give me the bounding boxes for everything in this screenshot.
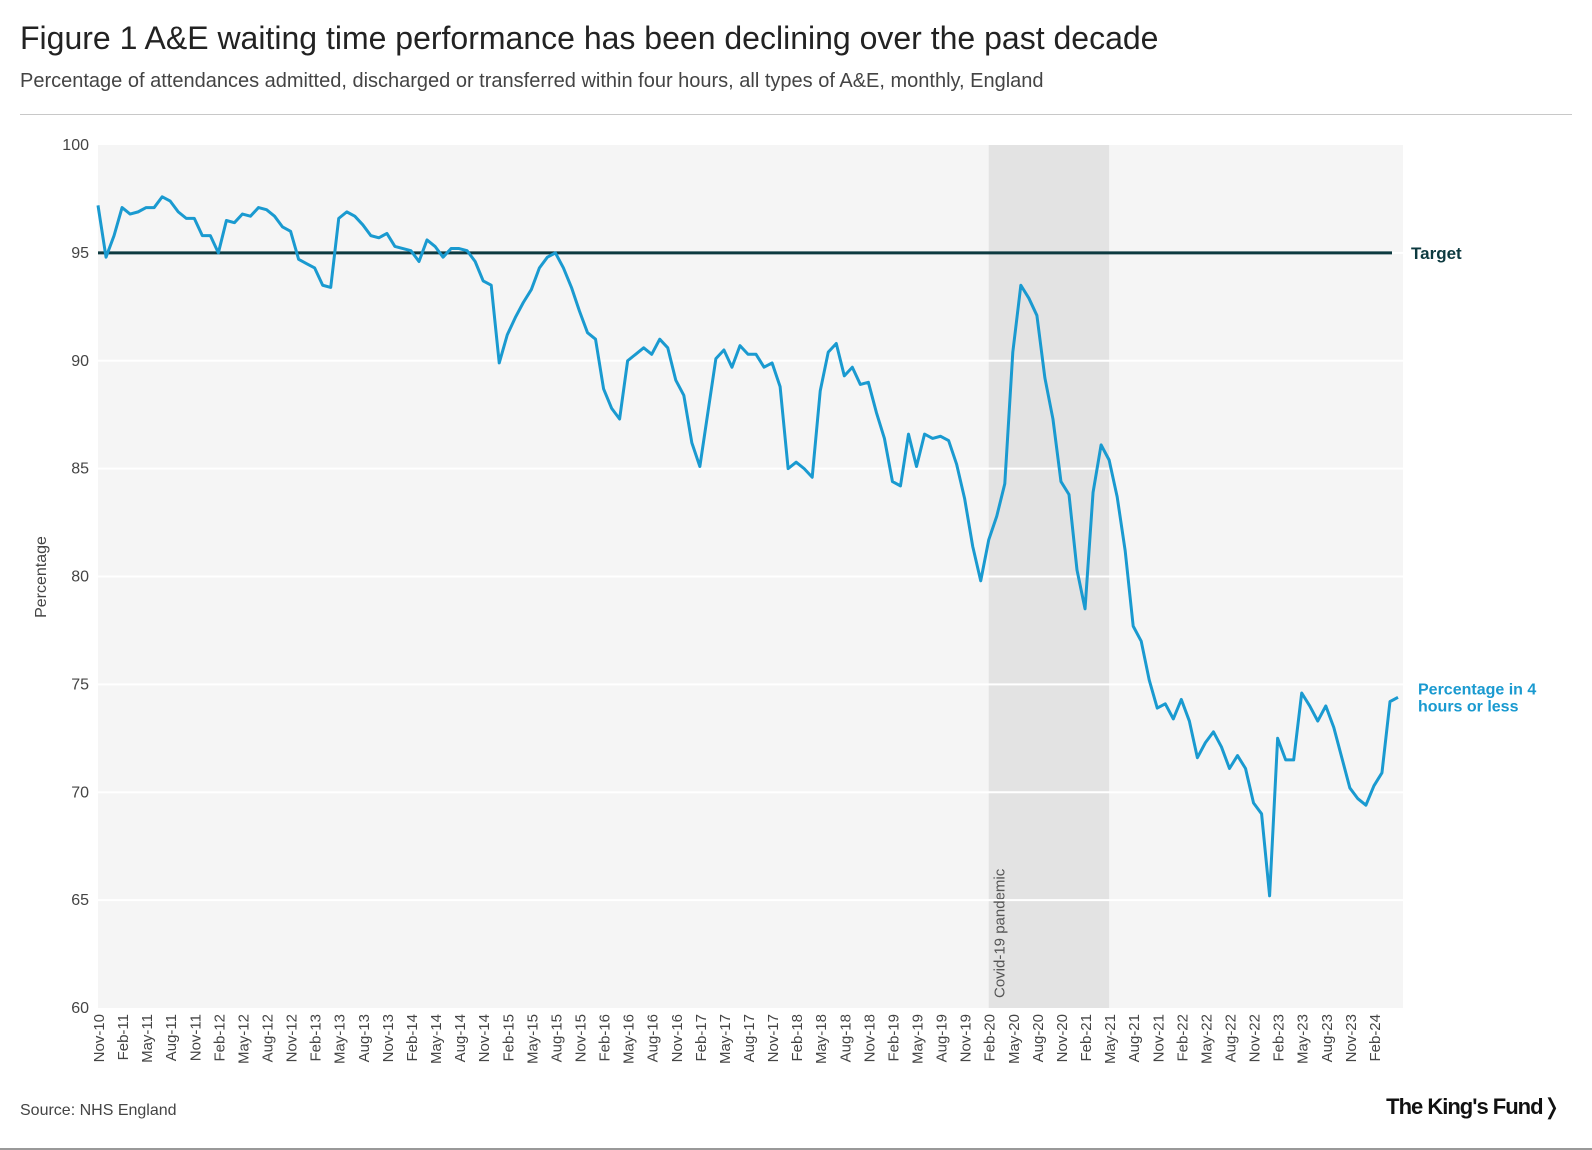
- x-tick-label: May-17: [717, 1014, 734, 1064]
- x-tick-label: Nov-18: [861, 1014, 878, 1062]
- y-tick-label: 85: [71, 461, 89, 478]
- x-tick-label: Feb-16: [597, 1014, 614, 1062]
- x-tick-label: Nov-20: [1054, 1014, 1071, 1062]
- x-tick-label: Feb-22: [1174, 1014, 1191, 1062]
- x-tick-label: Nov-22: [1247, 1014, 1264, 1062]
- x-tick-label: Feb-12: [211, 1014, 228, 1062]
- x-tick-label: Aug-19: [934, 1014, 951, 1062]
- x-tick-label: Feb-21: [1078, 1014, 1095, 1062]
- y-axis-label: Percentage: [33, 536, 50, 618]
- x-tick-label: Feb-15: [500, 1014, 517, 1062]
- x-tick-label: Feb-13: [308, 1014, 325, 1062]
- gridlines: [98, 251, 1403, 902]
- x-tick-label: May-19: [910, 1014, 927, 1064]
- x-tick-label: May-22: [1198, 1014, 1215, 1064]
- x-tick-label: May-11: [139, 1014, 156, 1063]
- x-tick-label: Aug-22: [1222, 1014, 1239, 1062]
- x-tick-label: Aug-12: [260, 1014, 277, 1062]
- x-tick-label: Aug-17: [741, 1014, 758, 1062]
- x-tick-label: Nov-19: [958, 1014, 975, 1062]
- x-tick-label: Nov-11: [187, 1014, 204, 1061]
- x-tick-label: Aug-11: [163, 1014, 180, 1061]
- x-tick-label: Aug-23: [1319, 1014, 1336, 1062]
- x-tick-label: May-14: [428, 1014, 445, 1064]
- x-tick-label: May-12: [235, 1014, 252, 1064]
- x-tick-label: Aug-14: [452, 1014, 469, 1062]
- x-tick-label: Nov-14: [476, 1014, 493, 1062]
- series-label: Percentage in 4: [1418, 681, 1536, 698]
- x-tick-label: Feb-24: [1367, 1014, 1384, 1062]
- header-divider: [20, 114, 1572, 115]
- x-tick-label: Feb-14: [404, 1014, 421, 1062]
- series-label: hours or less: [1418, 698, 1519, 715]
- y-axis-ticks: 60 65 70 75 80 85 90 95 100: [62, 137, 89, 1017]
- x-tick-label: Nov-15: [572, 1014, 589, 1062]
- x-tick-label: May-23: [1295, 1014, 1312, 1064]
- x-tick-label: May-20: [1006, 1014, 1023, 1064]
- kings-fund-logo: The King's Fund❭: [1386, 1094, 1561, 1119]
- x-tick-label: Nov-17: [765, 1014, 782, 1062]
- x-tick-label: Aug-20: [1030, 1014, 1047, 1062]
- x-tick-label: Nov-10: [91, 1014, 108, 1062]
- chart-subtitle: Percentage of attendances admitted, disc…: [20, 70, 1044, 92]
- chart-title: Figure 1 A&E waiting time performance ha…: [20, 20, 1159, 56]
- y-tick-label: 80: [71, 569, 89, 586]
- x-tick-label: Feb-17: [693, 1014, 710, 1062]
- x-axis-ticks: Nov-10 Feb-11 May-11 Aug-11 Nov-11 Feb-12 May-…: [91, 1014, 1384, 1064]
- x-tick-label: Aug-16: [645, 1014, 662, 1062]
- series-layer: [96, 195, 1399, 898]
- x-tick-label: Feb-19: [885, 1014, 902, 1062]
- covid-band-label: Covid-19 pandemic: [992, 868, 1009, 998]
- x-tick-label: Aug-21: [1126, 1014, 1143, 1062]
- y-tick-label: 100: [62, 137, 89, 154]
- x-tick-label: May-18: [813, 1014, 830, 1064]
- x-tick-label: Nov-21: [1150, 1014, 1167, 1062]
- line-chart: Covid-19 pandemic 60 65 70 75 80 85 90 95 100 No…: [33, 137, 1536, 1064]
- x-tick-label: Aug-13: [356, 1014, 373, 1062]
- x-tick-label: Nov-23: [1343, 1014, 1360, 1062]
- x-tick-label: Aug-15: [548, 1014, 565, 1062]
- x-tick-label: Feb-20: [982, 1014, 999, 1062]
- x-tick-label: Feb-18: [789, 1014, 806, 1062]
- x-tick-label: May-16: [621, 1014, 638, 1064]
- x-tick-label: May-15: [524, 1014, 541, 1064]
- series-line: [96, 195, 1399, 898]
- y-tick-label: 95: [71, 245, 89, 262]
- x-tick-label: Feb-23: [1271, 1014, 1288, 1062]
- x-tick-label: May-21: [1102, 1014, 1119, 1064]
- x-tick-label: Aug-18: [837, 1014, 854, 1062]
- x-tick-label: May-13: [332, 1014, 349, 1064]
- x-tick-label: Nov-16: [669, 1014, 686, 1062]
- y-tick-label: 70: [71, 784, 89, 801]
- x-tick-label: Feb-11: [115, 1014, 132, 1060]
- y-tick-label: 75: [71, 676, 89, 693]
- y-tick-label: 60: [71, 1000, 89, 1017]
- x-tick-label: Nov-12: [284, 1014, 301, 1062]
- y-tick-label: 90: [71, 353, 89, 370]
- x-tick-label: Nov-13: [380, 1014, 397, 1062]
- target-label: Target: [1411, 244, 1462, 263]
- bottom-divider: [0, 1148, 1592, 1150]
- y-tick-label: 65: [71, 892, 89, 909]
- source-note: Source: NHS England: [20, 1102, 177, 1119]
